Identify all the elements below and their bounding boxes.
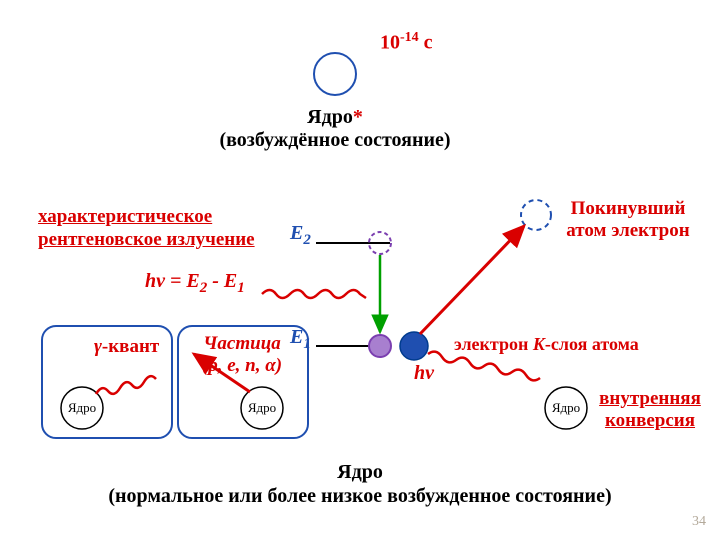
small-nucleus-1-label: Ядро — [61, 400, 103, 416]
gamma-label: γ-квант — [94, 336, 159, 358]
gamma-squiggle — [96, 376, 156, 394]
slide-number: 34 — [692, 514, 706, 530]
xray-label: характеристическое рентгеновское излучен… — [38, 206, 255, 252]
ground-state-label: Ядро (нормальное или более низкое возбуж… — [80, 460, 640, 508]
time-label: 10-14 c — [380, 30, 433, 55]
escaped-electron-label: Покинувший атом электрон — [553, 198, 703, 242]
escape-arrow — [420, 226, 524, 334]
e1-label: E1 — [290, 326, 311, 353]
e1-electron — [369, 335, 391, 357]
particle-label: Частица (p, e, n, α) — [186, 333, 298, 377]
diagram-stage: 10-14 c Ядро* (возбуждённое состояние) х… — [0, 0, 720, 540]
diagram-svg — [0, 0, 720, 540]
escaped-electron — [521, 200, 551, 230]
excited-nucleus-label: Ядро* (возбуждённое состояние) — [200, 106, 470, 152]
hv-label: hv — [414, 362, 434, 385]
k-shell-electron — [400, 332, 428, 360]
internal-conversion-label: внутренняя конверсия — [590, 388, 710, 432]
hv-squiggle-left — [262, 290, 366, 298]
excited-nucleus-circle — [314, 53, 356, 95]
hv-formula: hv = E2 - E1 — [145, 270, 245, 297]
conversion-squiggle — [428, 352, 540, 381]
small-nucleus-3-label: Ядро — [545, 400, 587, 416]
k-shell-label: электрон K-слоя атома — [454, 334, 639, 355]
small-nucleus-2-label: Ядро — [241, 400, 283, 416]
e2-label: E2 — [290, 222, 311, 249]
